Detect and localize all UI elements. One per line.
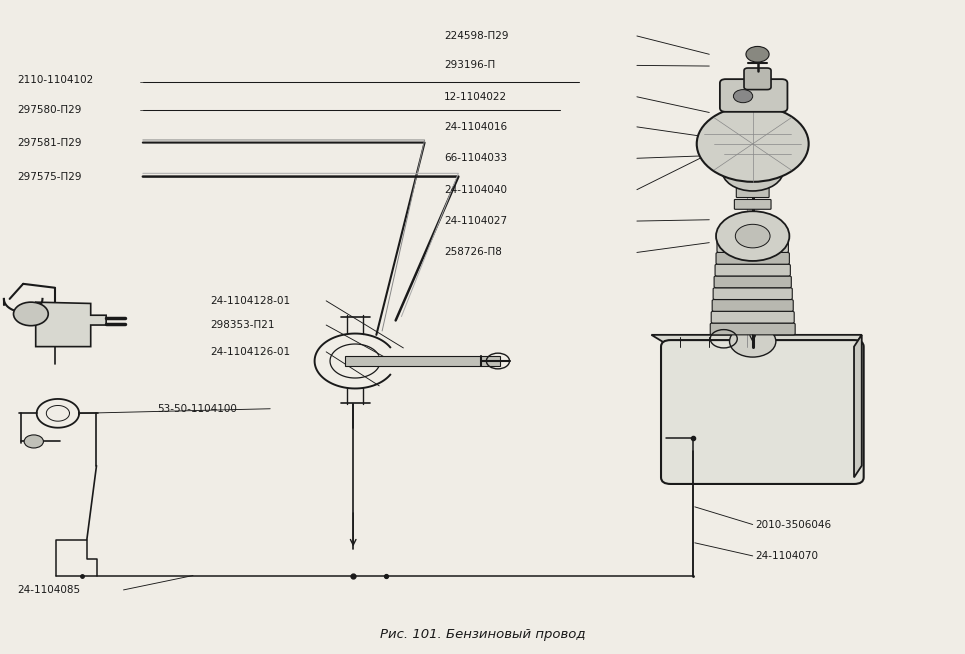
Text: 24-1104070: 24-1104070	[756, 551, 818, 561]
Text: 298353-П21: 298353-П21	[210, 320, 275, 330]
Circle shape	[730, 326, 776, 357]
FancyBboxPatch shape	[744, 68, 771, 90]
Text: 53-50-1104100: 53-50-1104100	[157, 404, 237, 414]
Circle shape	[735, 224, 770, 248]
Text: 24-1104040: 24-1104040	[444, 184, 507, 195]
Text: 258726-П8: 258726-П8	[444, 247, 502, 258]
Circle shape	[697, 106, 809, 182]
FancyBboxPatch shape	[717, 241, 788, 252]
Text: 2110-1104102: 2110-1104102	[17, 75, 94, 85]
FancyBboxPatch shape	[713, 288, 792, 300]
FancyBboxPatch shape	[738, 176, 767, 186]
FancyBboxPatch shape	[711, 311, 794, 323]
FancyBboxPatch shape	[716, 252, 789, 264]
Text: 24-1104128-01: 24-1104128-01	[210, 296, 290, 306]
Text: 24-1104126-01: 24-1104126-01	[210, 347, 290, 357]
Circle shape	[716, 211, 789, 261]
Circle shape	[722, 149, 784, 191]
Text: 224598-П29: 224598-П29	[444, 31, 509, 41]
Polygon shape	[651, 335, 862, 347]
Text: 293196-П: 293196-П	[444, 60, 495, 71]
Text: 24-1104027: 24-1104027	[444, 216, 507, 226]
Text: 24-1104016: 24-1104016	[444, 122, 507, 132]
Text: 297581-П29: 297581-П29	[17, 137, 82, 148]
FancyBboxPatch shape	[714, 276, 791, 288]
FancyBboxPatch shape	[736, 188, 769, 198]
Polygon shape	[854, 335, 862, 477]
Text: 12-1104022: 12-1104022	[444, 92, 507, 102]
Text: 297580-П29: 297580-П29	[17, 105, 82, 115]
Text: 2010-3506046: 2010-3506046	[756, 519, 832, 530]
FancyBboxPatch shape	[720, 79, 787, 112]
Polygon shape	[36, 302, 106, 347]
Circle shape	[14, 302, 48, 326]
FancyBboxPatch shape	[710, 323, 795, 335]
Text: 66-1104033: 66-1104033	[444, 153, 507, 164]
FancyBboxPatch shape	[661, 340, 864, 484]
Text: 24-1104085: 24-1104085	[17, 585, 80, 595]
FancyBboxPatch shape	[734, 199, 771, 209]
Circle shape	[746, 46, 769, 62]
Text: Рис. 101. Бензиновый провод: Рис. 101. Бензиновый провод	[380, 628, 585, 641]
FancyBboxPatch shape	[715, 264, 790, 276]
Circle shape	[24, 435, 43, 448]
Bar	[345, 356, 500, 366]
Text: 297575-П29: 297575-П29	[17, 171, 82, 182]
Circle shape	[733, 90, 753, 103]
FancyBboxPatch shape	[712, 300, 793, 311]
